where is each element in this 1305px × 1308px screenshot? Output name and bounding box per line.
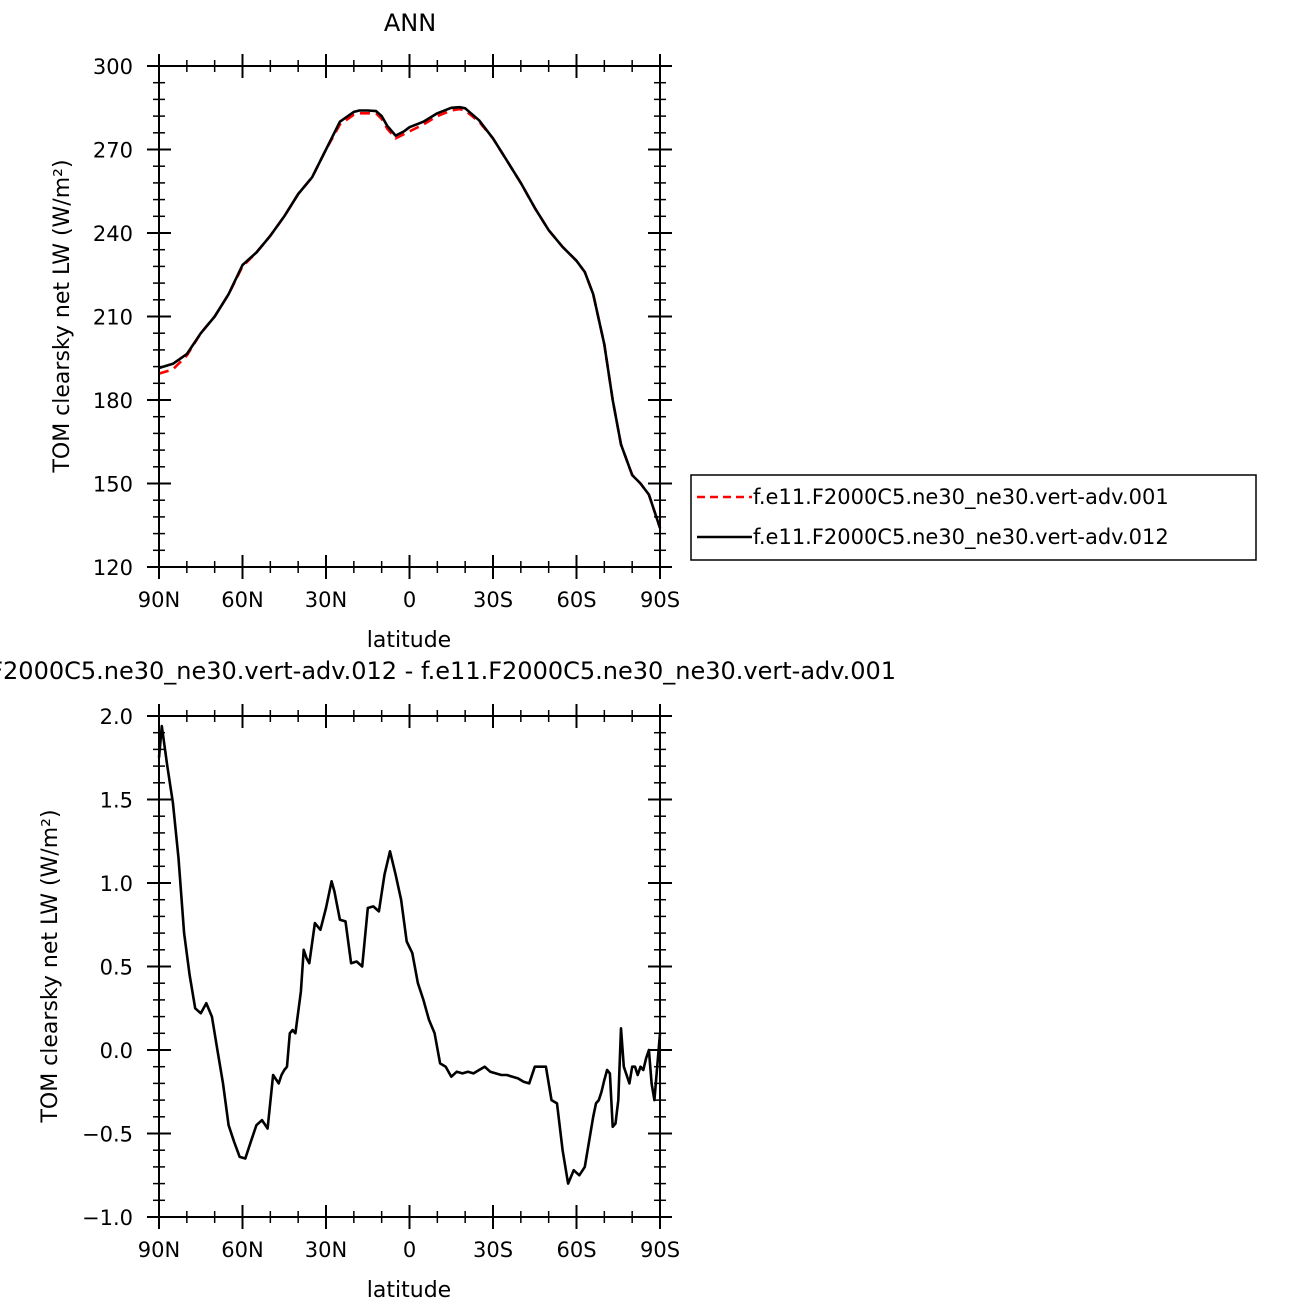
series-line-0 [157,724,662,1185]
y-tick-label: 180 [93,389,133,413]
y-tick-label: 2.0 [100,705,133,729]
panel-bottom-difference: f.e11.F2000C5.ne30_ne30.vert-adv.012 - f… [0,657,896,1303]
y-tick-label: 240 [93,222,133,246]
top-chart-title: ANN [384,9,436,37]
x-tick-label: 30N [305,588,347,612]
y-tick-label: 0.5 [100,956,133,980]
legend: f.e11.F2000C5.ne30_ne30.vert-adv.001 f.e… [690,474,1257,561]
y-tick-label: 1.0 [100,872,133,896]
bottom-axis-ticks [147,704,672,1229]
legend-box [690,474,1257,561]
legend-label-series-012: f.e11.F2000C5.ne30_ne30.vert-adv.012 [753,525,1169,550]
y-tick-label: −1.0 [82,1206,133,1230]
x-tick-label: 30N [305,1238,347,1262]
series-line-1 [158,105,662,529]
x-tick-label: 30S [473,588,513,612]
top-x-axis-label: latitude [367,628,451,653]
x-tick-label: 60S [556,1238,596,1262]
series-line-0 [158,107,662,529]
y-tick-label: 0.0 [100,1039,133,1063]
top-y-axis-label: TOM clearsky net LW (W/m²) [50,159,75,473]
bottom-y-axis-label: TOM clearsky net LW (W/m²) [38,809,63,1123]
x-tick-label: 60S [556,588,596,612]
x-tick-label: 60N [221,1238,263,1262]
bottom-x-axis-label: latitude [367,1278,451,1303]
y-tick-label: 150 [93,473,133,497]
y-tick-label: 270 [93,139,133,163]
bottom-chart-title: f.e11.F2000C5.ne30_ne30.vert-adv.012 - f… [0,657,896,685]
bottom-series-lines [157,724,662,1185]
bottom-tick-labels: 90N 60N 30N 0 30S 60S 90S −1.0 −0.5 0.0 0.5 1.0 1.5 2… [82,705,680,1262]
x-tick-label: 30S [473,1238,513,1262]
top-axis-ticks [147,54,672,579]
y-tick-label: 1.5 [100,789,133,813]
x-tick-label: 60N [221,588,263,612]
x-tick-label: 90S [640,1238,680,1262]
top-plot-frame [158,65,661,568]
x-tick-label: 0 [403,588,416,612]
x-tick-label: 90N [138,588,180,612]
x-tick-label: 0 [403,1238,416,1262]
y-tick-label: 120 [93,556,133,580]
top-series-lines [158,105,662,529]
y-tick-label: −0.5 [82,1123,133,1147]
x-tick-label: 90N [138,1238,180,1262]
y-tick-label: 210 [93,306,133,330]
panel-top-annual-mean: ANN 90N 60N 30N 0 30S 60S 90S 120 150 180 210 240 27… [50,9,1257,653]
x-tick-label: 90S [640,588,680,612]
top-tick-labels: 90N 60N 30N 0 30S 60S 90S 120 150 180 210 240 270 300 [93,55,680,612]
legend-label-series-001: f.e11.F2000C5.ne30_ne30.vert-adv.001 [753,485,1169,510]
y-tick-label: 300 [93,55,133,79]
